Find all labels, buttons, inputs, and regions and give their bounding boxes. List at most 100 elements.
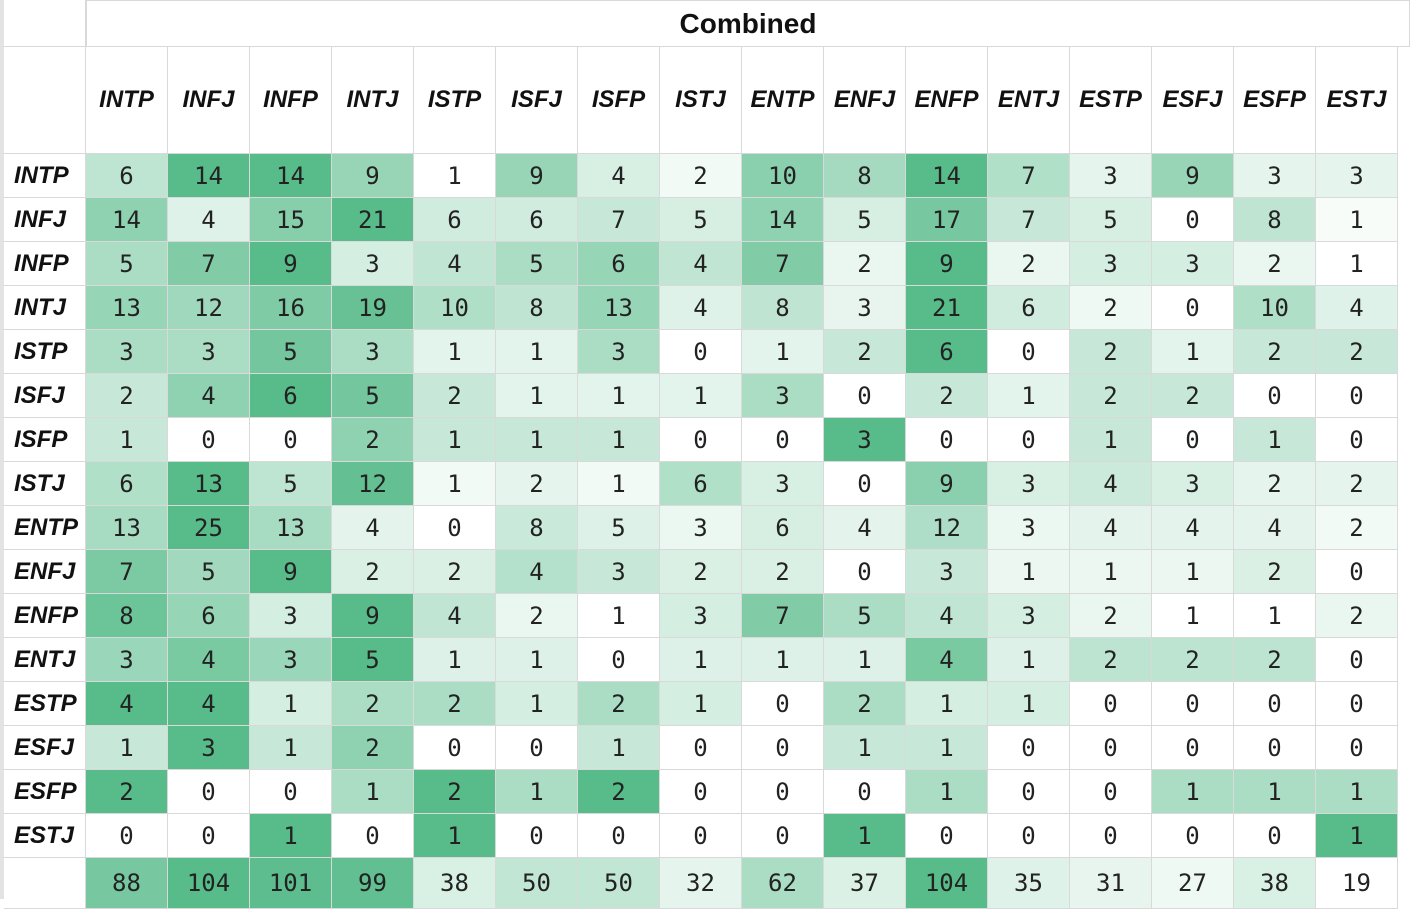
- heatmap-cell: 3: [332, 242, 414, 286]
- total-cell: 19: [1316, 858, 1398, 909]
- total-cell: 104: [168, 858, 250, 909]
- sheet-gutter: [0, 0, 4, 899]
- heatmap-cell: 2: [1070, 374, 1152, 418]
- heatmap-cell: 3: [86, 330, 168, 374]
- heatmap-cell: 7: [988, 154, 1070, 198]
- heatmap-cell: 2: [1234, 242, 1316, 286]
- heatmap-cell: 13: [86, 286, 168, 330]
- heatmap-cell: 4: [906, 594, 988, 638]
- heatmap-cell: 2: [1070, 594, 1152, 638]
- heatmap-cell: 9: [906, 242, 988, 286]
- column-header-infj: INFJ: [168, 47, 250, 154]
- heatmap-cell: 7: [742, 242, 824, 286]
- row-header-istp: ISTP: [4, 330, 86, 374]
- heatmap-cell: 10: [414, 286, 496, 330]
- heatmap-cell: 2: [1316, 462, 1398, 506]
- total-cell: 32: [660, 858, 742, 909]
- heatmap-cell: 3: [660, 506, 742, 550]
- heatmap-cell: 1: [1316, 198, 1398, 242]
- heatmap-cell: 8: [1234, 198, 1316, 242]
- heatmap-cell: 0: [1316, 550, 1398, 594]
- heatmap-cell: 0: [1316, 374, 1398, 418]
- column-header-istj: ISTJ: [660, 47, 742, 154]
- heatmap-cell: 3: [578, 330, 660, 374]
- column-header-estp: ESTP: [1070, 47, 1152, 154]
- heatmap-cell: 3: [988, 506, 1070, 550]
- heatmap-cell: 1: [824, 638, 906, 682]
- heatmap-cell: 0: [742, 814, 824, 858]
- heatmap-cell: 2: [332, 726, 414, 770]
- heatmap-cell: 0: [578, 638, 660, 682]
- heatmap-cell: 21: [332, 198, 414, 242]
- row-header-esfj: ESFJ: [4, 726, 86, 770]
- row-header-infj: INFJ: [4, 198, 86, 242]
- heatmap-cell: 2: [1070, 330, 1152, 374]
- heatmap-cell: 25: [168, 506, 250, 550]
- heatmap-cell: 13: [168, 462, 250, 506]
- heatmap-cell: 6: [414, 198, 496, 242]
- heatmap-cell: 3: [168, 330, 250, 374]
- heatmap-cell: 3: [250, 594, 332, 638]
- heatmap-cell: 1: [414, 814, 496, 858]
- heatmap-cell: 0: [988, 814, 1070, 858]
- heatmap-cell: 1: [496, 418, 578, 462]
- heatmap-cell: 2: [496, 594, 578, 638]
- heatmap-cell: 0: [1234, 726, 1316, 770]
- heatmap-cell: 0: [824, 462, 906, 506]
- heatmap-cell: 2: [1152, 638, 1234, 682]
- row-header-entp: ENTP: [4, 506, 86, 550]
- heatmap-cell: 2: [86, 374, 168, 418]
- heatmap-cell: 0: [988, 726, 1070, 770]
- heatmap-cell: 0: [742, 726, 824, 770]
- heatmap-cell: 4: [86, 682, 168, 726]
- heatmap-cell: 5: [332, 374, 414, 418]
- heatmap-cell: 1: [250, 814, 332, 858]
- heatmap-cell: 4: [1070, 506, 1152, 550]
- heatmap-cell: 7: [168, 242, 250, 286]
- heatmap-cell: 4: [1070, 462, 1152, 506]
- column-header-esfp: ESFP: [1234, 47, 1316, 154]
- heatmap-cell: 6: [578, 242, 660, 286]
- heatmap-cell: 4: [1152, 506, 1234, 550]
- heatmap-cell: 17: [906, 198, 988, 242]
- heatmap-cell: 7: [86, 550, 168, 594]
- total-cell: 50: [496, 858, 578, 909]
- heatmap-cell: 2: [332, 682, 414, 726]
- heatmap-cell: 1: [250, 682, 332, 726]
- heatmap-cell: 1: [414, 638, 496, 682]
- heatmap-cell: 7: [742, 594, 824, 638]
- heatmap-cell: 4: [660, 286, 742, 330]
- row-header-infp: INFP: [4, 242, 86, 286]
- heatmap-cell: 6: [496, 198, 578, 242]
- row-header-esfp: ESFP: [4, 770, 86, 814]
- row-header-intp: INTP: [4, 154, 86, 198]
- heatmap-cell: 6: [906, 330, 988, 374]
- heatmap-cell: 4: [578, 154, 660, 198]
- heatmap-cell: 1: [578, 374, 660, 418]
- heatmap-cell: 4: [906, 638, 988, 682]
- heatmap-cell: 3: [742, 374, 824, 418]
- heatmap-cell: 1: [496, 330, 578, 374]
- heatmap-cell: 0: [742, 418, 824, 462]
- column-header-enfj: ENFJ: [824, 47, 906, 154]
- column-header-entp: ENTP: [742, 47, 824, 154]
- heatmap-cell: 21: [906, 286, 988, 330]
- heatmap-cell: 4: [1234, 506, 1316, 550]
- heatmap-cell: 7: [578, 198, 660, 242]
- column-header-intj: INTJ: [332, 47, 414, 154]
- heatmap-cell: 3: [906, 550, 988, 594]
- heatmap-cell: 2: [660, 154, 742, 198]
- heatmap-cell: 2: [906, 374, 988, 418]
- heatmap-cell: 5: [168, 550, 250, 594]
- heatmap-cell: 1: [660, 374, 742, 418]
- heatmap-cell: 1: [1152, 330, 1234, 374]
- heatmap-cell: 2: [414, 682, 496, 726]
- heatmap-cell: 0: [824, 770, 906, 814]
- heatmap-cell: 1: [1316, 242, 1398, 286]
- heatmap-cell: 2: [1316, 330, 1398, 374]
- heatmap-cell: 3: [578, 550, 660, 594]
- heatmap-cell: 1: [496, 770, 578, 814]
- row-header-entj: ENTJ: [4, 638, 86, 682]
- heatmap-cell: 0: [1316, 682, 1398, 726]
- heatmap-cell: 5: [1070, 198, 1152, 242]
